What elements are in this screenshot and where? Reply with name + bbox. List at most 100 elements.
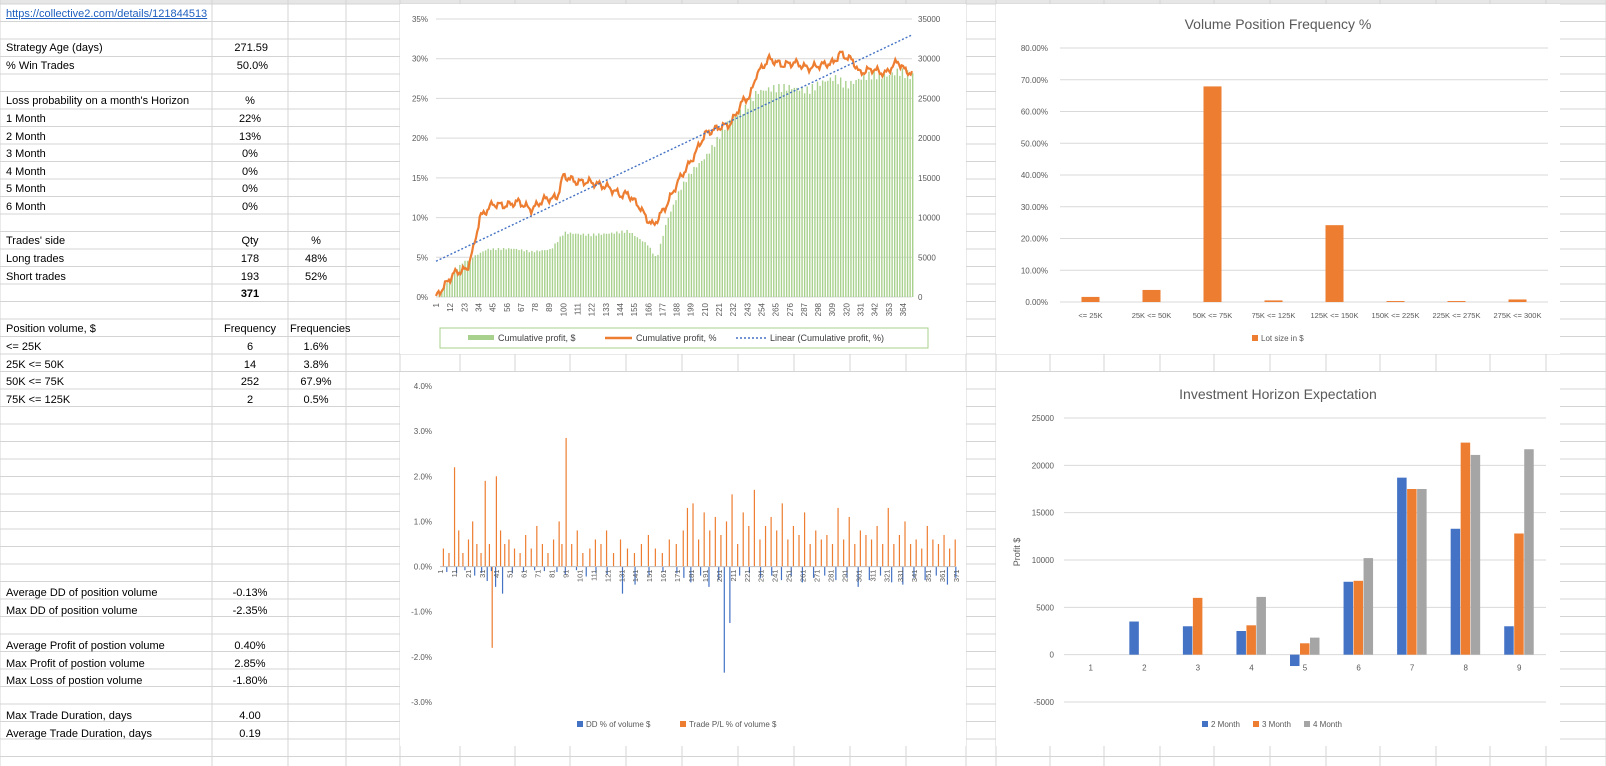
drawdown-bar — [634, 566, 636, 585]
profit-bar — [618, 233, 621, 297]
profit-bar — [649, 247, 651, 297]
trade-pl-bar — [753, 489, 755, 567]
profit-bar — [634, 236, 636, 297]
frequency-bar — [1508, 299, 1527, 302]
profit-bar — [441, 289, 443, 297]
profit-bar — [482, 251, 484, 297]
horizon-bar — [1300, 643, 1310, 655]
horizon-bar — [1182, 626, 1193, 655]
y-tick-label: 10000 — [1032, 556, 1055, 565]
profit-bar — [703, 159, 705, 297]
drawdown-bar — [556, 566, 558, 572]
loss-horizon-label: 6 Month — [6, 200, 46, 213]
loss-horizon-value: 22% — [238, 113, 262, 125]
profit-bar — [767, 87, 770, 298]
trade-pl-bar — [519, 553, 521, 567]
x-tick-label: 191 — [701, 570, 710, 583]
trade-pl-bar — [893, 544, 895, 567]
profit-bar — [824, 81, 826, 297]
drawdown-bar — [902, 566, 904, 585]
y-right-tick-label: 10000 — [918, 214, 941, 223]
x-tick-label: 331 — [896, 570, 905, 583]
profit-bar — [747, 108, 749, 297]
profit-bar — [904, 78, 906, 297]
trade-pl-bar — [576, 530, 578, 567]
trade-pl-bar — [448, 553, 450, 567]
horizon-bar — [1504, 626, 1514, 655]
trade-pl-bar — [453, 467, 456, 567]
horizon-bar — [1417, 489, 1427, 655]
y-tick-label: 10.00% — [1021, 266, 1048, 275]
drawdown-bar — [595, 566, 597, 574]
loss-horizon-label: 4 Month — [6, 165, 46, 178]
loss-horizon-value: 0% — [242, 200, 258, 213]
profit-bar — [690, 173, 693, 297]
profit-bar — [595, 235, 597, 297]
x-tick-label: 364 — [899, 302, 908, 316]
profit-bar — [497, 248, 500, 297]
dd-stat-value: -2.35% — [232, 604, 268, 617]
trade-pl-bar — [462, 553, 464, 567]
profit-bar — [749, 97, 752, 297]
loss-horizon-value: 13% — [238, 130, 262, 143]
investment-horizon-chart[interactable]: Investment Horizon Expectation -5000 0 5000… — [996, 372, 1560, 746]
drawdown-bar — [486, 566, 488, 582]
profit-bar — [451, 275, 453, 297]
x-category-label: 9 — [1517, 664, 1522, 673]
profit-bar — [780, 92, 783, 297]
profit-bar — [574, 233, 577, 297]
x-tick-label: 221 — [743, 570, 752, 583]
y-tick-label: 60.00% — [1021, 108, 1048, 117]
trade-pl-bar — [480, 553, 482, 567]
y-tick-label: 0.0% — [414, 563, 432, 572]
profit-bar — [472, 257, 474, 297]
profit-bar — [731, 116, 734, 298]
volume-bucket-label: 25K <= 50K — [6, 358, 65, 371]
cumulative-profit-chart[interactable]: 0% 5% 10% 15% 20% 25% 30% 35% 0 5000 10000 15000 200… — [400, 4, 966, 354]
profit-bar — [893, 75, 896, 297]
drawdown-bar — [891, 566, 893, 583]
volume-frequency-chart[interactable]: Volume Position Frequency % 0.00% 10.00% 20… — [996, 4, 1560, 354]
x-tick-label: 111 — [574, 302, 583, 315]
trade-pl-bar — [748, 525, 750, 567]
win-trades-label: % Win Trades — [6, 60, 75, 72]
profit-bar — [816, 81, 819, 298]
x-category-label: 50K <= 75K — [1193, 311, 1233, 320]
drawdown-bar — [474, 566, 476, 576]
y-tick-label: 1.0% — [414, 517, 432, 526]
profit-bar — [713, 146, 716, 297]
profit-bar — [569, 232, 572, 297]
duration-stat-label: Max Trade Duration, days — [6, 710, 132, 722]
drawdown-bar — [564, 566, 566, 575]
drawdown-bar — [790, 566, 792, 577]
trade-pl-bar — [837, 507, 839, 567]
x-tick-label: 321 — [882, 570, 891, 583]
y-left-tick-label: 5% — [416, 253, 428, 262]
profit-bar — [533, 252, 536, 297]
x-tick-label: 133 — [602, 302, 611, 316]
profit-bar — [459, 264, 461, 297]
profit-bar — [878, 71, 880, 297]
drawdown-pl-chart[interactable]: -3.0% -2.0% -1.0% 0.0% 1.0% 2.0% 3.0% 4.0% 1 11 21… — [400, 372, 966, 746]
profit-stat-label: Average Profit of postion volume — [6, 640, 165, 652]
strategy-link[interactable]: https://collective2.com/details/12184451… — [6, 8, 208, 20]
profit-bar — [757, 93, 760, 297]
trade-pl-bar — [654, 548, 656, 567]
profit-bar — [636, 237, 639, 297]
trade-side-qty: 193 — [240, 270, 260, 283]
y-right-tick-label: 25000 — [918, 94, 941, 103]
profit-bar — [883, 74, 886, 297]
y-tick-label: 0 — [1050, 651, 1055, 660]
drawdown-bar — [455, 566, 458, 574]
drawdown-bar — [534, 566, 536, 571]
volume-bucket-frequency: 6 — [246, 341, 254, 353]
drawdown-bar — [494, 566, 497, 587]
x-category-label: 1 — [1089, 664, 1094, 673]
profit-bar — [592, 233, 595, 297]
drawdown-bar — [868, 566, 870, 581]
profit-bar — [677, 191, 680, 297]
profit-bar — [788, 84, 790, 297]
x-tick-label: 101 — [575, 570, 584, 583]
y-tick-label: -5000 — [1034, 698, 1055, 707]
x-tick-label: 144 — [616, 302, 625, 316]
